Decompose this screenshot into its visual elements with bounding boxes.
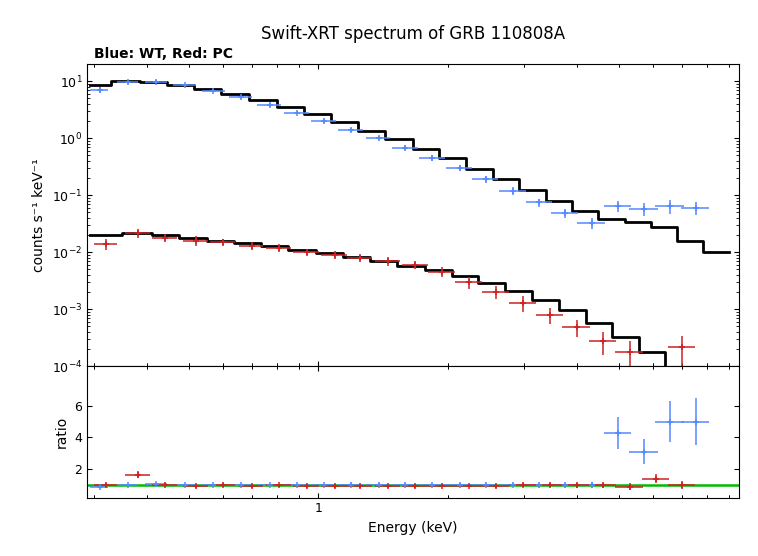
- Text: Swift-XRT spectrum of GRB 110808A: Swift-XRT spectrum of GRB 110808A: [261, 25, 565, 43]
- X-axis label: Energy (keV): Energy (keV): [368, 521, 458, 535]
- Text: Blue: WT, Red: PC: Blue: WT, Red: PC: [94, 47, 233, 61]
- Y-axis label: ratio: ratio: [55, 416, 69, 448]
- Y-axis label: counts s⁻¹ keV⁻¹: counts s⁻¹ keV⁻¹: [33, 158, 46, 272]
